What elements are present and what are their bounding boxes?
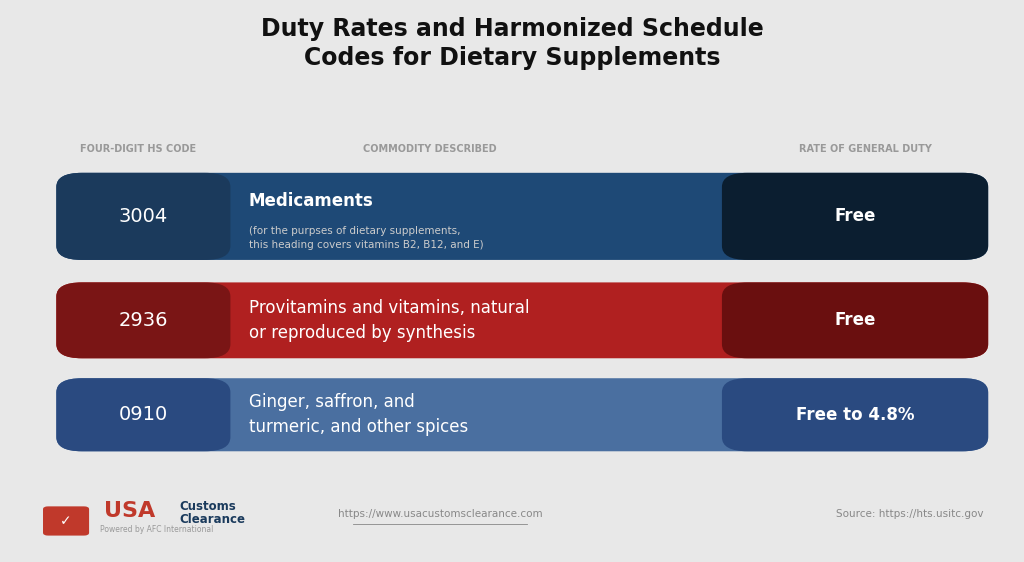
FancyBboxPatch shape xyxy=(722,173,988,260)
Text: 2936: 2936 xyxy=(119,311,168,330)
Text: 3004: 3004 xyxy=(119,207,168,226)
Text: Customs: Customs xyxy=(179,500,236,513)
Text: Provitamins and vitamins, natural
or reproduced by synthesis: Provitamins and vitamins, natural or rep… xyxy=(249,299,529,342)
Text: Free: Free xyxy=(835,311,876,329)
FancyBboxPatch shape xyxy=(56,378,988,451)
FancyBboxPatch shape xyxy=(56,173,988,260)
Text: Powered by AFC International: Powered by AFC International xyxy=(100,525,214,534)
Text: ✓: ✓ xyxy=(59,514,72,528)
Text: (for the purpses of dietary supplements,
this heading covers vitamins B2, B12, a: (for the purpses of dietary supplements,… xyxy=(249,226,483,250)
Text: Free: Free xyxy=(835,207,876,225)
Text: USA: USA xyxy=(104,501,156,522)
FancyBboxPatch shape xyxy=(56,283,230,359)
Text: COMMODITY DESCRIBED: COMMODITY DESCRIBED xyxy=(364,144,497,154)
FancyBboxPatch shape xyxy=(56,378,230,451)
FancyBboxPatch shape xyxy=(43,506,89,536)
Text: RATE OF GENERAL DUTY: RATE OF GENERAL DUTY xyxy=(799,144,932,154)
FancyBboxPatch shape xyxy=(722,378,988,451)
Text: 0910: 0910 xyxy=(119,405,168,424)
Text: Free to 4.8%: Free to 4.8% xyxy=(796,406,914,424)
Text: FOUR-DIGIT HS CODE: FOUR-DIGIT HS CODE xyxy=(80,144,197,154)
Text: Clearance: Clearance xyxy=(179,513,245,527)
Text: https://www.usacustomsclearance.com: https://www.usacustomsclearance.com xyxy=(338,509,543,519)
Text: Medicaments: Medicaments xyxy=(249,192,374,210)
Text: Ginger, saffron, and
turmeric, and other spices: Ginger, saffron, and turmeric, and other… xyxy=(249,393,468,436)
FancyBboxPatch shape xyxy=(56,173,230,260)
FancyBboxPatch shape xyxy=(56,283,988,359)
Text: Duty Rates and Harmonized Schedule
Codes for Dietary Supplements: Duty Rates and Harmonized Schedule Codes… xyxy=(261,17,763,70)
FancyBboxPatch shape xyxy=(722,283,988,359)
Text: Source: https://hts.usitc.gov: Source: https://hts.usitc.gov xyxy=(836,509,983,519)
